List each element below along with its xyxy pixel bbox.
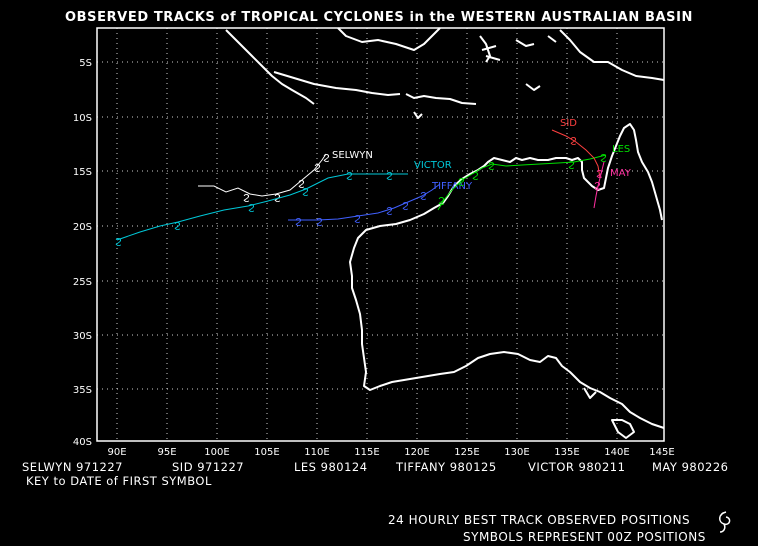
- key-selwyn: SELWYN 971227: [22, 460, 123, 474]
- lon-label: 90E: [107, 447, 126, 458]
- cyclone-symbol-icon: ϩ: [570, 133, 577, 146]
- cyclone-symbol-icon: ϩ: [248, 200, 255, 213]
- legend-line-2: SYMBOLS REPRESENT 00Z POSITIONS: [463, 530, 706, 544]
- cyclone-symbol-icon: ϩ: [354, 211, 361, 224]
- cyclone-symbol-icon: ϩ: [386, 168, 393, 181]
- lat-label: 30S: [73, 331, 92, 342]
- cyclone-symbol-icon: ϩ: [302, 184, 309, 197]
- key-les: LES 980124: [294, 460, 368, 474]
- cyclone-symbol-icon: ϩ: [314, 160, 321, 173]
- cyclone-symbol-icon: ϩ: [402, 198, 409, 211]
- legend-line-1: 24 HOURLY BEST TRACK OBSERVED POSITIONS: [388, 513, 691, 527]
- lat-label: 10S: [73, 113, 92, 124]
- may-track: [593, 161, 605, 209]
- may-label: MAY: [610, 168, 632, 179]
- cyclone-symbol-icon: ϩ: [386, 203, 393, 216]
- key-note: KEY to DATE of FIRST SYMBOL: [26, 474, 212, 488]
- lat-label: 35S: [73, 385, 92, 396]
- victor-track: [116, 173, 408, 241]
- lat-label: 20S: [73, 222, 92, 233]
- cyclone-symbol-icon: ϩ: [420, 188, 427, 201]
- cyclone-symbol-icon: ϩ: [472, 168, 479, 181]
- lon-label: 140E: [604, 447, 629, 458]
- lat-axis-labels: 5S 10S 15S 20S 25S 30S 35S 40S: [73, 58, 92, 448]
- cyclone-symbol-icon: ϩ: [596, 166, 603, 179]
- selwyn-symbols: ϩ ϩ ϩ ϩ ϩ: [243, 150, 330, 203]
- victor-symbols: ϩ ϩ ϩ ϩ ϩ ϩ: [115, 168, 393, 247]
- les-symbols: ϩ ϩ ϩ ϩ ϩ ϩ: [438, 150, 607, 206]
- cyclone-symbol-icon: ϩ: [488, 158, 495, 171]
- cyclone-symbol-icon: ϩ: [346, 168, 353, 181]
- cyclone-symbol-icon: ϩ: [295, 214, 302, 227]
- cyclone-symbol-icon: ϩ: [438, 193, 445, 206]
- lon-gridlines: [116, 28, 618, 441]
- lon-label: 145E: [649, 447, 674, 458]
- lat-label: 15S: [73, 167, 92, 178]
- lat-label: 5S: [79, 58, 92, 69]
- lon-label: 125E: [454, 447, 479, 458]
- les-track: [437, 154, 607, 211]
- lon-label: 100E: [204, 447, 229, 458]
- coastlines: [225, 27, 665, 439]
- selwyn-label: SELWYN: [332, 150, 373, 161]
- map-title: OBSERVED TRACKS of TROPICAL CYCLONES in …: [64, 10, 694, 25]
- lon-label: 115E: [354, 447, 379, 458]
- cyclone-symbol-icon: ϩ: [274, 190, 281, 203]
- lon-axis-labels: 90E 95E 100E 105E 110E 115E 120E 125E 13…: [107, 447, 674, 458]
- may-symbols: ϩ ϩ: [594, 166, 603, 191]
- selwyn-track: [198, 153, 327, 197]
- cyclone-symbol-icon: ϩ: [568, 157, 575, 170]
- tiffany-track: [288, 183, 441, 221]
- cyclone-symbol-icon: ϩ: [115, 234, 122, 247]
- tiffany-symbols: ϩ ϩ ϩ ϩ ϩ ϩ: [295, 188, 427, 227]
- cyclone-symbol-icon: ϩ: [243, 190, 250, 203]
- lon-label: 95E: [157, 447, 176, 458]
- tiffany-label: TIFFANY: [431, 181, 473, 192]
- lat-label: 40S: [73, 437, 92, 448]
- lon-label: 110E: [304, 447, 329, 458]
- sid-label: SID: [560, 118, 577, 129]
- key-victor: VICTOR 980211: [528, 460, 626, 474]
- les-label: LES: [612, 144, 630, 155]
- key-may: MAY 980226: [652, 460, 729, 474]
- sid-symbols: ϩ: [570, 133, 577, 146]
- cyclone-symbol-icon: ϩ: [174, 218, 181, 231]
- lat-label: 25S: [73, 277, 92, 288]
- lon-label: 130E: [504, 447, 529, 458]
- key-tiffany: TIFFANY 980125: [396, 460, 497, 474]
- cyclone-symbol-icon: ϩ: [458, 174, 465, 187]
- cyclone-symbol-icon: ϩ: [298, 176, 305, 189]
- cyclone-symbol-icon: ϩ: [316, 214, 323, 227]
- lon-label: 120E: [404, 447, 429, 458]
- lon-label: 135E: [554, 447, 579, 458]
- map-frame: [96, 27, 665, 442]
- victor-label: VICTOR: [414, 160, 452, 171]
- sid-track: [551, 129, 601, 179]
- key-sid: SID 971227: [172, 460, 245, 474]
- cyclone-symbol-icon: ϩ: [594, 178, 601, 191]
- cyclone-symbol-icon: ϩ: [323, 150, 330, 163]
- cyclone-symbol-icon: ϩ: [600, 150, 607, 163]
- lon-label: 105E: [254, 447, 279, 458]
